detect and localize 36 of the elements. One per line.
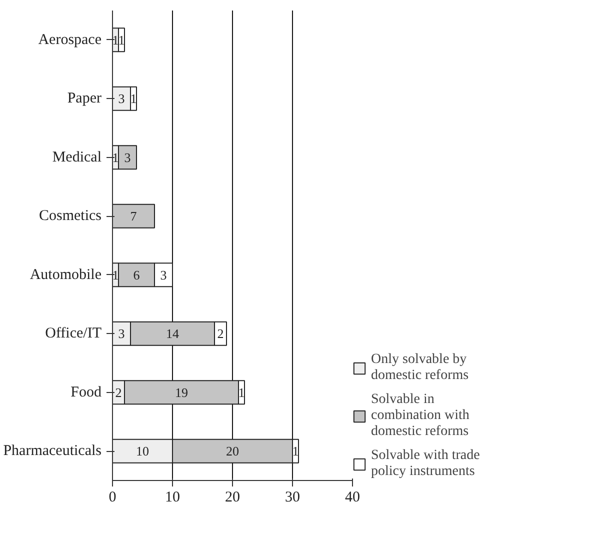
- legend-label: Only solvable by domestic reforms: [371, 352, 470, 384]
- data-label: 1: [118, 32, 125, 48]
- y-tick-label: Automobile: [30, 266, 102, 283]
- data-label: 1: [112, 32, 119, 48]
- y-tick-label: Paper: [67, 90, 102, 107]
- data-label: 3: [118, 91, 125, 106]
- y-tick-label: Cosmetics: [39, 208, 102, 224]
- data-label: 1: [112, 150, 119, 165]
- data-label: 1: [130, 91, 137, 106]
- y-tick-label: Food: [70, 384, 102, 400]
- data-label: 2: [217, 326, 224, 342]
- legend-label: Solvable in combination with domestic reforms: [371, 392, 470, 440]
- x-tick-label: 10: [165, 490, 180, 506]
- y-tick-label: Pharmaceuticals: [3, 443, 102, 460]
- data-label: 14: [166, 326, 180, 342]
- data-label: 2: [115, 384, 122, 400]
- data-label: 3: [160, 267, 167, 282]
- data-label: 1: [292, 444, 299, 459]
- data-label: 20: [226, 444, 239, 459]
- y-tick-label: Medical: [52, 149, 102, 166]
- x-tick-label: 20: [225, 490, 240, 506]
- data-label: 6: [133, 267, 140, 282]
- bar: [112, 204, 155, 228]
- y-tick-label: Aerospace: [38, 32, 102, 48]
- data-label: 7: [130, 208, 138, 224]
- y-tick-label: Office/IT: [45, 326, 102, 342]
- x-tick-label: 30: [285, 490, 300, 506]
- data-label: 3: [124, 150, 131, 165]
- x-tick-label: 0: [108, 490, 116, 506]
- data-label: 10: [136, 444, 149, 459]
- legend-label: Solvable with trade policy instruments: [371, 448, 481, 480]
- data-label: 1: [112, 267, 119, 282]
- data-label: 1: [238, 384, 245, 400]
- data-label: 19: [175, 384, 188, 400]
- data-label: 3: [118, 326, 125, 342]
- x-tick-label: 40: [345, 490, 360, 506]
